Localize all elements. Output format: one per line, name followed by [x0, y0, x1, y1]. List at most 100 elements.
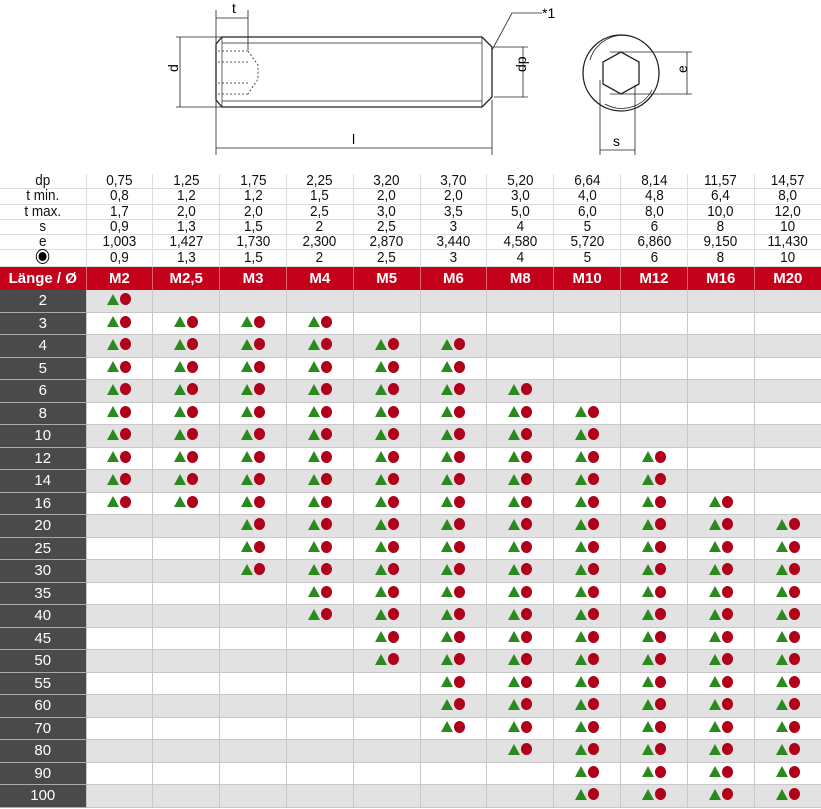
availability-cell — [152, 559, 220, 583]
spec-value: 0,8 — [88, 188, 150, 205]
green-triangle-icon — [775, 541, 788, 553]
spec-value: 4 — [489, 249, 551, 268]
availability-cell — [219, 357, 287, 380]
red-circle-icon — [187, 450, 199, 463]
spec-value: 0,9 — [88, 219, 150, 236]
green-triangle-icon — [441, 653, 454, 665]
availability-cell — [285, 447, 354, 470]
availability-cell — [753, 379, 821, 403]
green-triangle-icon — [307, 518, 320, 530]
table-row: 20 — [0, 514, 821, 538]
availability-cell — [753, 357, 821, 380]
availability-cell — [419, 514, 487, 538]
red-circle-icon — [454, 428, 466, 441]
red-circle-icon — [788, 540, 800, 553]
availability-mark — [374, 473, 399, 486]
red-circle-icon — [588, 540, 600, 553]
availability-mark — [775, 518, 800, 531]
size-header: M8 — [486, 267, 554, 290]
availability-mark — [174, 360, 199, 373]
dimension-lines — [176, 10, 692, 155]
availability-cell — [352, 424, 421, 448]
green-triangle-icon — [241, 496, 254, 508]
availability-cell — [620, 469, 688, 493]
availability-mark — [708, 518, 733, 531]
length-cell: 35 — [0, 582, 86, 605]
availability-cell — [620, 334, 688, 358]
availability-cell — [486, 402, 554, 425]
availability-cell — [152, 582, 220, 605]
availability-cell — [419, 694, 487, 718]
availability-cell — [219, 334, 287, 358]
availability-cell — [352, 537, 421, 560]
availability-mark — [241, 383, 266, 396]
availability-cell — [419, 649, 487, 673]
green-triangle-icon — [508, 541, 521, 553]
red-circle-icon — [120, 360, 132, 373]
green-triangle-icon — [107, 338, 120, 350]
availability-mark — [441, 630, 466, 643]
red-circle-icon — [588, 450, 600, 463]
spec-value: 11,57 — [690, 173, 751, 190]
label-d: d — [165, 64, 181, 72]
green-triangle-icon — [641, 766, 654, 778]
green-triangle-icon — [708, 653, 721, 665]
green-triangle-icon — [374, 653, 387, 665]
red-circle-icon — [654, 563, 666, 576]
availability-mark — [575, 608, 600, 621]
availability-cell — [152, 379, 220, 403]
label-l: l — [352, 131, 355, 147]
availability-mark — [708, 540, 733, 553]
availability-cell — [352, 627, 421, 650]
availability-mark — [641, 675, 666, 688]
red-circle-icon — [588, 473, 600, 486]
availability-mark — [241, 563, 266, 576]
green-triangle-icon — [307, 406, 320, 418]
availability-cell — [285, 627, 354, 650]
availability-cell — [152, 739, 220, 763]
spec-value: 1,730 — [222, 234, 284, 251]
availability-mark — [107, 405, 132, 418]
availability-cell — [85, 537, 153, 560]
availability-mark — [575, 765, 600, 778]
availability-cell — [419, 357, 487, 380]
availability-cell — [553, 379, 621, 403]
table-row: 100 — [0, 784, 821, 808]
availability-mark — [508, 518, 533, 531]
green-triangle-icon — [641, 608, 654, 620]
availability-mark — [374, 608, 399, 621]
availability-cell — [686, 357, 755, 380]
length-cell: 60 — [0, 694, 86, 718]
availability-cell — [753, 604, 821, 628]
availability-cell — [486, 379, 554, 403]
availability-cell — [85, 694, 153, 718]
red-circle-icon — [454, 563, 466, 576]
green-triangle-icon — [508, 743, 521, 755]
spec-value: 1,75 — [222, 173, 284, 190]
availability-cell — [219, 762, 287, 785]
red-circle-icon — [721, 698, 733, 711]
availability-cell — [85, 672, 153, 695]
availability-cell — [620, 559, 688, 583]
green-triangle-icon — [241, 451, 254, 463]
label-dp: dp — [513, 56, 529, 72]
availability-mark — [775, 675, 800, 688]
availability-mark — [575, 653, 600, 666]
green-triangle-icon — [641, 586, 654, 598]
availability-mark — [441, 450, 466, 463]
availability-mark — [508, 720, 533, 733]
availability-mark — [307, 608, 332, 621]
availability-mark — [174, 383, 199, 396]
availability-cell — [352, 447, 421, 470]
green-triangle-icon — [374, 473, 387, 485]
red-circle-icon — [588, 788, 600, 801]
red-circle-icon — [320, 338, 332, 351]
spec-value: 2 — [289, 219, 350, 236]
green-triangle-icon — [641, 541, 654, 553]
availability-cell — [486, 784, 554, 808]
availability-cell — [219, 312, 287, 335]
availability-cell — [486, 739, 554, 763]
availability-cell — [419, 492, 487, 515]
availability-cell — [152, 492, 220, 515]
availability-mark — [441, 360, 466, 373]
